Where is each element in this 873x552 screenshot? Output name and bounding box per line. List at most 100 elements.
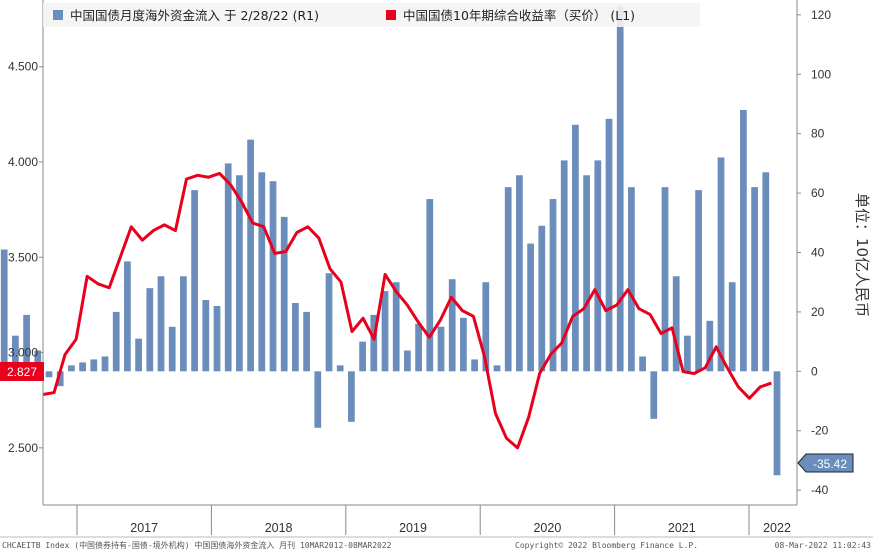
bar	[236, 175, 243, 372]
bar	[538, 225, 546, 372]
bar	[34, 350, 42, 372]
bar	[135, 338, 142, 372]
bar	[56, 371, 64, 387]
right-tick-label: -20	[811, 424, 829, 438]
bar	[191, 190, 198, 372]
right-last-value-badge: -35.42	[797, 453, 854, 473]
footer-copyright: Copyright© 2022 Bloomberg Finance L.P.	[515, 541, 698, 550]
bar	[90, 359, 98, 372]
bar	[706, 320, 714, 372]
legend: 中国国债月度海外资金流入 于 2/28/22 (R1) 中国国债10年期综合收益…	[43, 3, 700, 27]
bar	[437, 326, 445, 372]
bar	[482, 282, 490, 372]
bar	[594, 160, 602, 372]
legend-label-bars: 中国国债月度海外资金流入 于 2/28/22 (R1)	[70, 8, 319, 23]
bar	[773, 371, 781, 476]
year-label: 2020	[533, 521, 561, 535]
line-layer	[42, 171, 772, 450]
bar	[639, 356, 646, 372]
bar	[762, 172, 770, 372]
bar	[516, 175, 523, 372]
year-label: 2019	[399, 521, 427, 535]
x-axis-ticks: 2017 2018 2019 2020 2021 2022	[76, 505, 791, 535]
left-last-value-badge: 2.827	[0, 362, 44, 381]
bar	[146, 288, 154, 372]
bar	[23, 314, 30, 372]
bar	[180, 276, 187, 372]
year-label: 2022	[763, 521, 791, 535]
bar	[392, 282, 400, 372]
bar	[168, 326, 176, 372]
bar	[717, 157, 725, 372]
bar	[258, 172, 266, 372]
left-tick-label: 4.500	[8, 60, 38, 74]
bar	[124, 261, 131, 372]
bar	[728, 282, 736, 372]
bar	[560, 160, 568, 372]
year-label: 2018	[265, 521, 293, 535]
bar	[202, 300, 210, 372]
legend-label-line: 中国国债10年期综合收益率（买价） (L1)	[403, 8, 635, 23]
bar	[101, 356, 109, 372]
bar	[695, 190, 702, 372]
bar	[661, 187, 669, 372]
bar	[359, 341, 366, 372]
bar	[213, 305, 221, 372]
bar	[314, 371, 322, 428]
bar	[269, 181, 277, 372]
right-tick-label: 100	[811, 67, 831, 81]
bar	[68, 365, 75, 372]
bar	[572, 124, 579, 372]
bar	[12, 335, 19, 372]
bar	[672, 276, 680, 372]
bar	[504, 187, 512, 372]
bar	[45, 371, 53, 378]
left-tick-label: 4.000	[8, 155, 38, 169]
bar	[0, 249, 8, 372]
bar	[348, 371, 355, 422]
bar	[79, 362, 86, 372]
right-tick-label: -40	[811, 483, 829, 497]
footer-source: CHCAEITB Index (中国债券持有-国债-境外机构) 中国国债海外资金…	[2, 540, 392, 550]
left-axis-ticks: 2.500 3.000 3.500 4.000 4.500	[8, 60, 43, 455]
bar	[247, 139, 254, 372]
bar	[381, 291, 389, 372]
bar	[448, 279, 456, 372]
right-tick-label: 120	[811, 8, 831, 22]
right-tick-label: 20	[811, 305, 825, 319]
right-tick-label: 60	[811, 186, 825, 200]
yield-line	[42, 171, 772, 450]
footer-timestamp: 08-Mar-2022 11:02:43	[775, 541, 872, 550]
right-axis-ticks: -40 -20 0 20 40 60 80 100 120	[797, 8, 831, 497]
right-tick-label: 80	[811, 127, 825, 141]
bar	[426, 199, 434, 372]
bar	[616, 5, 624, 372]
right-axis-title: 单位：10亿人民币	[853, 193, 871, 317]
bar	[460, 317, 467, 372]
bar	[280, 216, 288, 372]
bar	[292, 303, 299, 372]
bar	[404, 350, 411, 372]
bar	[751, 187, 758, 372]
right-badge-box	[797, 453, 854, 473]
bar	[303, 311, 310, 372]
bar	[684, 335, 691, 372]
bar	[493, 365, 501, 372]
right-tick-label: 40	[811, 246, 825, 260]
legend-swatch-bars	[53, 10, 63, 20]
year-label: 2021	[668, 521, 696, 535]
bar	[583, 175, 590, 372]
bar	[415, 323, 422, 372]
bar	[650, 371, 658, 419]
bar	[336, 365, 344, 372]
bar	[157, 276, 165, 372]
bar	[740, 109, 747, 372]
left-tick-label: 3.000	[8, 346, 38, 360]
right-badge-text: -35.42	[813, 457, 847, 471]
right-tick-label: 0	[811, 364, 818, 378]
bar	[224, 163, 232, 372]
legend-swatch-line	[386, 10, 396, 20]
bar	[628, 187, 635, 372]
bar	[527, 243, 534, 372]
